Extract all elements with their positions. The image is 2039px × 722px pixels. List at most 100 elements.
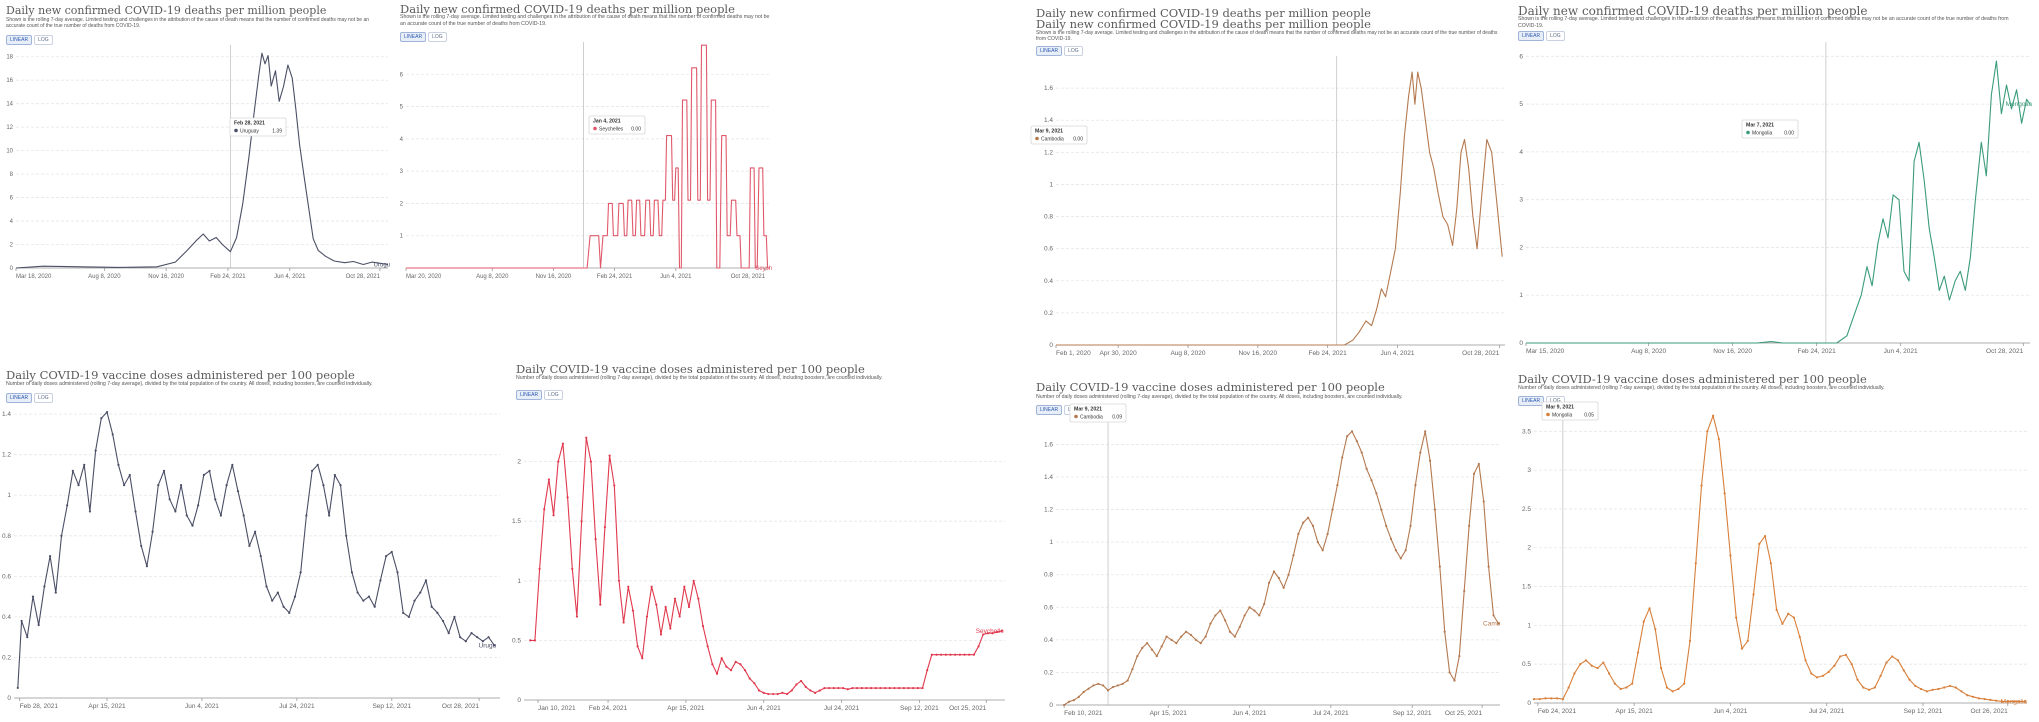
y-tick-label: 0.6 [2, 573, 11, 580]
linear-scale-button[interactable]: LINEAR [1518, 31, 1545, 41]
series-line [17, 411, 495, 688]
data-point [265, 585, 268, 588]
x-tick-label: Apr 15, 2021 [1616, 708, 1654, 715]
y-tick-label: 1.4 [1044, 474, 1053, 481]
data-point [594, 537, 597, 541]
data-point [345, 534, 348, 537]
data-point [1311, 524, 1315, 527]
data-point [1671, 690, 1674, 693]
data-point [1224, 619, 1227, 622]
data-point [771, 692, 775, 696]
linear-scale-button[interactable]: LINEAR [1036, 46, 1063, 56]
log-scale-button[interactable]: LOG [34, 393, 53, 403]
linear-scale-button[interactable]: LINEAR [516, 390, 543, 400]
data-point [1306, 516, 1310, 519]
data-point [413, 599, 416, 602]
data-point [650, 585, 653, 588]
data-point [1758, 542, 1761, 545]
y-tick-label: 2.5 [1522, 506, 1531, 513]
x-tick-label: Sep 12, 2021 [372, 703, 411, 710]
data-point [1839, 655, 1842, 658]
log-scale-button[interactable]: LOG [428, 32, 447, 42]
line-chart: 1 2 3 4 5 6 Mar 20, 2020 Aug 8, 2020 Nov 16, 202… [400, 42, 772, 280]
data-point [790, 689, 793, 692]
tooltip-swatch [234, 128, 238, 133]
chart-title-repeat: Daily new confirmed COVID-19 deaths per … [1036, 6, 1371, 20]
data-point [748, 677, 751, 680]
data-point [888, 686, 891, 690]
data-point [874, 686, 877, 690]
tooltip-value: 0.00 [631, 126, 641, 132]
data-point [1792, 616, 1796, 619]
data-point [470, 632, 473, 635]
data-point [641, 657, 644, 660]
y-tick-label: 0.2 [1044, 669, 1053, 676]
y-tick-label: 12 [6, 125, 13, 131]
data-point [299, 571, 302, 574]
data-point [1170, 638, 1173, 641]
data-point [1228, 630, 1232, 633]
data-point [856, 686, 859, 690]
data-point [16, 686, 19, 689]
y-tick-label: 0 [1049, 342, 1053, 349]
data-point [720, 657, 723, 660]
data-point [743, 669, 747, 672]
y-tick-label: 1 [1049, 181, 1053, 188]
log-scale-button[interactable]: LOG [544, 390, 563, 400]
data-point [1844, 653, 1848, 656]
chart-subtitle: Shown is the rolling 7-day average. Limi… [1518, 16, 2009, 29]
log-scale-button[interactable]: LOG [1546, 31, 1565, 41]
data-point [1787, 612, 1790, 615]
y-tick-label: 6 [10, 196, 14, 202]
x-tick-label: Jul 24, 2021 [824, 705, 860, 712]
data-point [846, 688, 849, 691]
y-tick-label: 0.8 [1044, 214, 1053, 221]
data-point [179, 484, 183, 487]
data-point [1238, 625, 1241, 628]
data-point [476, 636, 479, 639]
data-point [1544, 697, 1547, 700]
x-tick-label: Oct 28, 2021 [346, 274, 381, 280]
series-end-label: Mongolia [2001, 698, 2028, 705]
y-tick-label: 4 [1519, 149, 1523, 156]
data-point [1919, 687, 1923, 691]
chart-title: Daily new confirmed COVID-19 deaths per … [400, 2, 735, 16]
series-line [1526, 60, 2031, 344]
x-tick-label: Oct 25, 2021 [949, 705, 987, 712]
chart-panel-vaccines-mongolia: Daily COVID-19 vaccine doses administere… [1512, 368, 2039, 722]
y-tick-label: 0.6 [1044, 246, 1053, 253]
data-point [580, 520, 583, 523]
data-point [1723, 492, 1726, 495]
linear-scale-button[interactable]: LINEAR [1036, 405, 1063, 415]
data-point [1908, 678, 1911, 681]
data-point [1087, 687, 1090, 690]
tooltip-value: 0.09 [1112, 414, 1122, 420]
y-tick-label: 1.2 [1044, 507, 1053, 514]
data-point [1063, 703, 1066, 707]
data-point [1584, 659, 1588, 662]
data-point [996, 630, 999, 634]
line-chart: 0 0.2 0.4 0.6 0.8 1 1.2 1.4 Feb 28, 2021 Apr 15, … [2, 411, 500, 710]
data-point [1209, 622, 1212, 625]
linear-scale-button[interactable]: LINEAR [400, 32, 427, 42]
data-point [1155, 655, 1158, 658]
linear-scale-button[interactable]: LINEAR [1518, 396, 1545, 406]
linear-scale-button[interactable]: LINEAR [6, 35, 33, 45]
log-scale-button[interactable]: LOG [34, 35, 53, 45]
data-point [1414, 484, 1417, 487]
data-point [1126, 679, 1129, 682]
data-point [208, 469, 211, 473]
data-point [1160, 645, 1163, 648]
data-point [1000, 629, 1003, 632]
data-point [453, 615, 456, 618]
log-scale-button[interactable]: LOG [1064, 46, 1083, 56]
data-point [162, 469, 166, 473]
x-tick-label: Apr 15, 2021 [88, 703, 126, 710]
data-point [879, 686, 882, 690]
y-tick-label: 1.6 [1044, 85, 1053, 92]
linear-scale-button[interactable]: LINEAR [6, 393, 33, 403]
data-point [71, 469, 74, 473]
data-point [1472, 472, 1476, 475]
data-point [753, 682, 756, 685]
